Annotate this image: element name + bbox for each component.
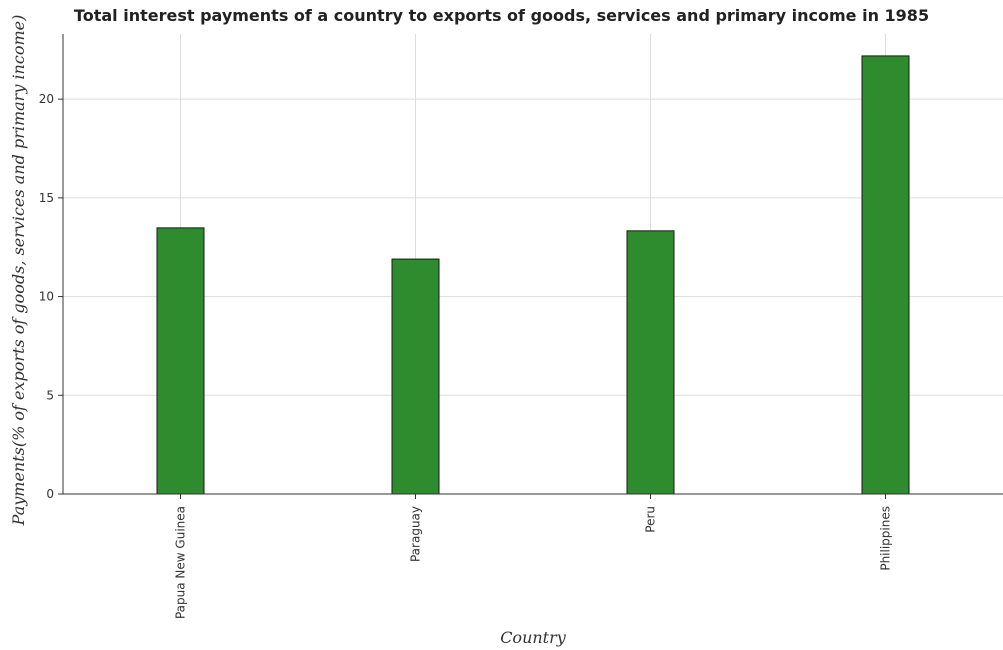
bar-peru (626, 230, 675, 495)
x-axis-title: Country (500, 628, 567, 647)
axes: 0 5 10 15 20 Papua New Guinea Paraguay Peru Phil… (39, 34, 1003, 619)
x-tick-label: Paraguay (409, 506, 423, 562)
chart-title: Total interest payments of a country to … (73, 6, 930, 25)
bar-philippines (861, 55, 910, 495)
bars (156, 55, 910, 495)
y-axis-title: Payments(% of exports of goods, services… (9, 15, 28, 527)
x-tick-label: Philippines (879, 506, 893, 571)
bar-papua-new-guinea (156, 227, 205, 495)
y-tick-label: 0 (46, 487, 54, 501)
x-tick-label: Papua New Guinea (174, 506, 188, 619)
y-tick-label: 20 (39, 92, 54, 106)
bar-paraguay (391, 258, 440, 495)
y-tick-label: 5 (46, 388, 54, 402)
y-tick-label: 15 (39, 191, 54, 205)
y-tick-label: 10 (39, 290, 54, 304)
x-tick-label: Peru (644, 506, 658, 533)
